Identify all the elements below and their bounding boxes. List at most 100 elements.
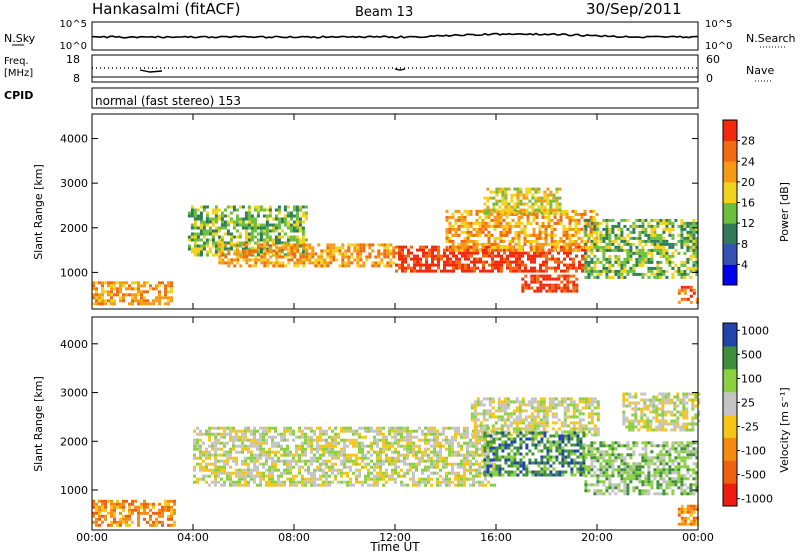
power-cell — [526, 239, 530, 243]
velocity-cell — [558, 434, 562, 438]
velocity-cell — [256, 444, 259, 448]
velocity-cell — [551, 412, 555, 416]
power-cell — [371, 264, 375, 268]
velocity-cell — [483, 437, 487, 441]
power-cell — [680, 239, 684, 243]
power-cell — [653, 224, 657, 228]
power-cell — [602, 236, 606, 240]
velocity-cell — [548, 403, 552, 407]
velocity-cell — [501, 443, 505, 447]
velocity-cell — [205, 468, 208, 472]
velocity-cell — [304, 426, 307, 430]
power-cell — [541, 242, 545, 246]
power-cell — [692, 288, 696, 292]
velocity-cell — [352, 438, 355, 442]
power-cell — [295, 214, 299, 218]
power-cell — [359, 246, 363, 250]
power-cell — [638, 242, 642, 246]
power-cell — [671, 242, 675, 246]
power-cell — [502, 239, 506, 243]
power-cell — [653, 272, 657, 276]
power-cell — [283, 220, 287, 224]
power-cell — [695, 263, 699, 267]
velocity-cell — [472, 453, 475, 457]
power-cell — [383, 243, 387, 247]
velocity-cell — [394, 426, 397, 430]
velocity-cell — [361, 465, 364, 469]
power-cell — [629, 245, 633, 249]
velocity-cell — [519, 461, 523, 465]
velocity-cell — [473, 406, 477, 410]
power-cell — [196, 208, 200, 212]
velocity-cell — [653, 477, 657, 481]
velocity-cell — [445, 477, 448, 481]
velocity-cell — [445, 480, 448, 484]
velocity-cell — [584, 474, 588, 478]
velocity-cell — [131, 508, 134, 512]
velocity-cell — [605, 468, 609, 472]
power-cell — [293, 243, 297, 247]
power-cell — [568, 245, 572, 249]
power-cell — [140, 302, 143, 306]
velocity-cell — [415, 468, 418, 472]
power-cell — [314, 258, 318, 262]
power-cell — [392, 252, 396, 256]
velocity-cell — [301, 477, 304, 481]
velocity-cell — [469, 441, 472, 445]
velocity-cell — [451, 462, 454, 466]
velocity-cell — [223, 468, 226, 472]
velocity-cell — [503, 409, 507, 413]
power-cell — [305, 255, 309, 259]
velocity-cell — [656, 453, 660, 457]
power-cell — [650, 230, 654, 234]
power-cell — [674, 248, 678, 252]
velocity-cell — [534, 458, 538, 462]
velocity-cell — [346, 459, 349, 463]
velocity-cell — [134, 508, 137, 512]
velocity-cell — [208, 453, 211, 457]
velocity-cell — [512, 412, 516, 416]
velocity-cell — [149, 517, 152, 521]
power-cell — [521, 277, 525, 281]
velocity-cell — [635, 444, 639, 448]
velocity-cell — [641, 483, 645, 487]
velocity-cell — [433, 453, 436, 457]
power-cell — [523, 233, 527, 237]
power-cell — [332, 258, 336, 262]
velocity-cell — [244, 444, 247, 448]
power-cell — [428, 263, 431, 267]
velocity-cell — [256, 456, 259, 460]
power-cell — [265, 241, 269, 245]
freq-dip-2 — [394, 68, 406, 71]
velocity-cell — [451, 426, 454, 430]
power-cell — [289, 214, 293, 218]
power-cell — [155, 296, 158, 300]
velocity-cell — [561, 461, 565, 465]
power-cell — [596, 221, 600, 225]
velocity-cell — [343, 453, 346, 457]
velocity-cell — [325, 480, 328, 484]
velocity-cell — [569, 415, 573, 419]
velocity-cell — [483, 434, 487, 438]
power-cell — [602, 263, 606, 267]
velocity-cell — [647, 441, 651, 445]
power-cell — [404, 254, 407, 258]
power-cell — [187, 244, 191, 248]
velocity-cell — [409, 444, 412, 448]
velocity-cell — [328, 453, 331, 457]
power-cell — [542, 260, 545, 264]
power-cell — [190, 226, 194, 230]
power-cell — [404, 245, 407, 249]
power-cell — [464, 266, 467, 270]
power-cell — [611, 263, 615, 267]
power-cell — [593, 239, 597, 243]
velocity-cell — [442, 459, 445, 463]
power-cell — [484, 224, 488, 228]
velocity-cell — [623, 471, 627, 475]
freq-tick-bottom: 8 — [73, 72, 80, 85]
velocity-cell — [388, 474, 391, 478]
power-cell — [478, 224, 482, 228]
power-cell — [505, 230, 509, 234]
velocity-cell — [116, 505, 119, 509]
velocity-cell — [593, 471, 597, 475]
